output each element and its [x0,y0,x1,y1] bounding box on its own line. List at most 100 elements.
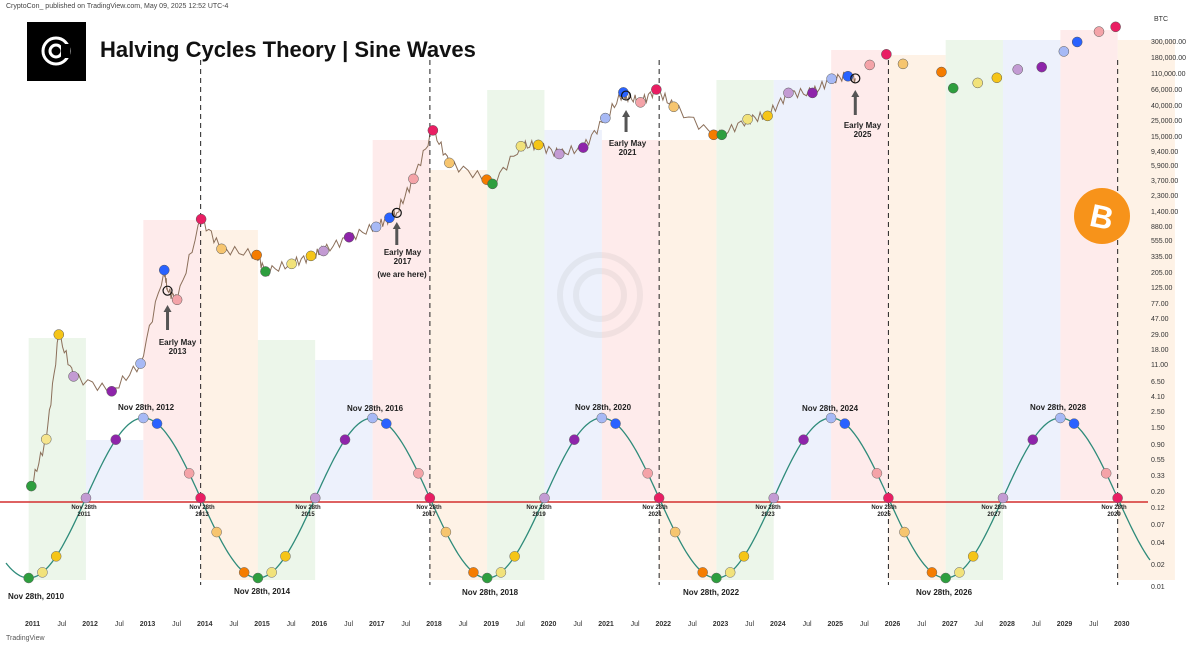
x-tick-label: 2021 [598,621,614,628]
price-phase-marker [864,59,875,71]
x-tick-label: 2029 [1056,621,1073,628]
label-cross-2027: Nov 28th 2027 [981,505,1007,518]
label-cross-2023: Nov 28th 2023 [755,505,781,518]
sine-phase-marker [238,567,250,578]
y-tick-label: 205.00 [1151,269,1173,277]
price-phase-marker [1012,64,1023,75]
y-tick-label: 9,400.00 [1151,148,1179,156]
sine-phase-marker [211,526,222,538]
x-tick-label: Jul [802,621,812,628]
sine-phase-marker [1027,434,1039,445]
x-tick-label: Jul [458,621,468,628]
sine-phase-marker [280,551,291,562]
x-tick-label: Jul [172,621,182,628]
x-tick-label: 2027 [942,621,958,628]
x-tick-label: Jul [401,621,411,628]
sine-phase-marker [110,434,122,445]
x-tick-label: Jul [917,621,927,628]
price-phase-marker [1058,46,1070,57]
y-tick-label: 3,700.00 [1151,178,1179,186]
y-tick-label: 0.04 [1151,540,1165,548]
current-position-marker [620,90,632,101]
sine-phase-marker [871,468,883,479]
price-phase-marker [1093,26,1105,37]
price-phase-marker [826,73,837,84]
sine-phase-marker [711,572,722,584]
price-phase-marker [370,221,382,233]
label-bottom-2014: Nov 28th, 2014 [234,587,291,596]
watermark-logo [557,252,643,338]
x-tick-label: Jul [344,621,354,628]
x-tick-label: 2022 [655,621,672,628]
y-tick-label: 0.55 [1151,457,1165,465]
y-tick-label: 6.50 [1151,378,1165,386]
price-markers [26,21,1121,492]
annot-we-are-here: (we are here) [377,270,427,279]
y-tick-label: 125.00 [1151,285,1173,293]
sine-phase-marker [339,434,351,445]
y-tick-label: 47.00 [1151,316,1169,324]
x-tick-label: 2025 [827,621,844,628]
sine-phase-marker [50,551,62,562]
sine-phase-marker [1068,418,1080,429]
y-tick-label: 1,400.00 [1151,208,1179,216]
published-header: CryptoCon_ published on TradingView.com,… [6,3,229,10]
price-phase-marker [947,82,959,94]
phase-band [487,90,545,580]
sine-phase-marker [798,434,809,445]
label-cross-2013: Nov 28th 2013 [189,505,215,518]
price-phase-marker [762,110,773,122]
y-tick-label: 25,000.00 [1151,117,1183,125]
phase-band [945,40,1003,580]
sine-phase-marker [997,492,1009,504]
current-position-marker [850,73,861,84]
price-phase-marker [68,371,79,382]
price-phase-marker [783,87,794,99]
price-phase-marker [318,245,329,257]
arrow-up-icon [392,222,401,245]
x-tick-label: 2024 [770,621,786,628]
phase-band [200,230,258,580]
price-phase-marker [897,58,909,70]
y-tick-label: 11.00 [1151,362,1168,370]
x-tick-label: Jul [1031,621,1041,628]
sine-phase-marker [424,492,436,504]
y-tick-label: 180,000.00 [1151,55,1187,63]
x-tick-label: 2023 [712,621,729,628]
y-tick-label: 2.50 [1151,409,1165,417]
price-phase-marker [106,386,117,397]
sine-phase-marker [440,526,452,538]
sine-phase-marker [468,567,479,578]
phase-band [831,50,889,500]
sine-phase-marker [266,567,277,578]
y-tick-label: 40,000.00 [1151,102,1183,110]
y-tick-label: 335.00 [1151,254,1173,262]
y-tick-label: 0.20 [1151,489,1165,497]
label-bottom-2022: Nov 28th, 2022 [683,588,740,597]
price-phase-marker [1071,36,1083,48]
phase-band [257,340,316,580]
y-tick-label: 0.02 [1151,562,1165,570]
x-tick-label: Jul [114,621,124,628]
price-phase-marker [577,142,589,153]
phase-band [429,170,488,580]
label-top-2028: Nov 28th, 2028 [1030,403,1087,412]
y-tick-label: 77.00 [1151,300,1169,308]
x-tick-label: Jul [286,621,296,628]
phase-band [773,80,832,500]
phase-bands [28,30,1175,580]
phase-band [659,140,717,580]
price-phase-marker [286,258,297,270]
y-tick-label: 0.07 [1151,522,1165,530]
sine-phase-marker [825,412,837,424]
sine-phase-marker [642,468,653,479]
y-tick-label: 0.01 [1151,584,1165,591]
label-cross-2021: Nov 28th 2021 [642,505,668,518]
price-phase-marker [881,49,892,60]
y-tick-label: 4.10 [1151,393,1165,401]
y-axis-unit: BTC [1154,16,1168,23]
sine-phase-marker [252,572,264,584]
phase-band [1002,40,1061,500]
x-tick-label: Jul [573,621,583,628]
y-tick-label: 15,000.00 [1151,133,1183,141]
